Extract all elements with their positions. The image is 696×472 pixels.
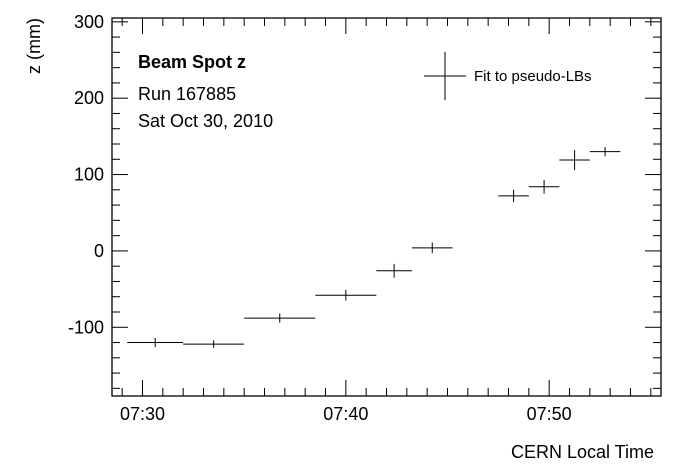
data-point xyxy=(244,313,316,323)
data-point xyxy=(528,179,560,194)
data-point xyxy=(127,337,184,348)
y-tick-label: 200 xyxy=(74,88,104,108)
x-axis-title: CERN Local Time xyxy=(511,442,654,462)
data-point xyxy=(559,150,590,170)
axis-ticks xyxy=(112,18,661,396)
chart-subtitle-date: Sat Oct 30, 2010 xyxy=(138,111,273,131)
chart-subtitle-run: Run 167885 xyxy=(138,84,236,104)
legend: Fit to pseudo-LBs xyxy=(424,52,592,100)
legend-label: Fit to pseudo-LBs xyxy=(474,68,592,85)
data-point xyxy=(411,242,453,254)
x-tick-label: 07:30 xyxy=(120,404,165,424)
chart-title: Beam Spot z xyxy=(138,52,246,72)
x-tick-label: 07:50 xyxy=(527,404,572,424)
y-tick-label: 100 xyxy=(74,165,104,185)
y-tick-label: 0 xyxy=(94,241,104,261)
tick-labels: -100 0 100 200 300 07:30 07:40 07:50 xyxy=(68,12,572,424)
data-point xyxy=(498,189,529,203)
x-tick-label: 07:40 xyxy=(323,404,368,424)
y-tick-label: -100 xyxy=(68,317,104,337)
data-point xyxy=(589,147,621,157)
data-point xyxy=(376,263,412,278)
y-tick-label: 300 xyxy=(74,12,104,32)
y-axis-title: z (mm) xyxy=(24,18,44,74)
data-points xyxy=(127,147,621,348)
data-point xyxy=(183,340,245,348)
data-point xyxy=(315,289,377,301)
